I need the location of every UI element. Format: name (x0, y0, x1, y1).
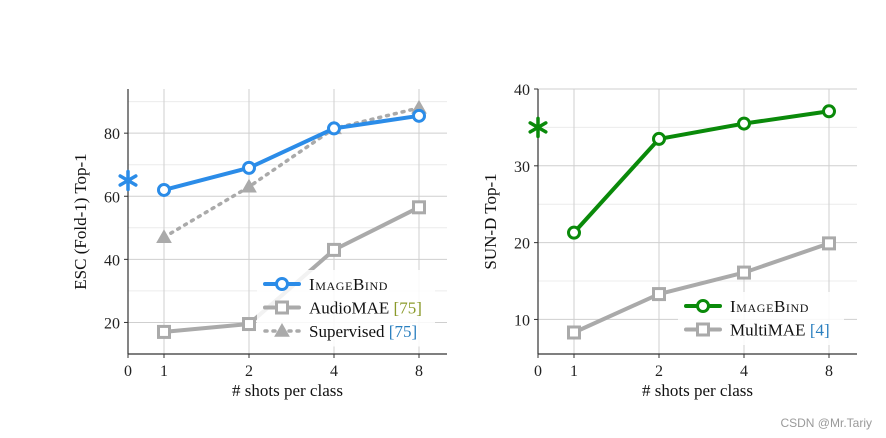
legend: ImageBind AudioMAE [75] Supervised [75] (257, 270, 435, 347)
data-point-audiomae (242, 317, 256, 332)
data-point-imagebind (242, 160, 256, 175)
y-tick-label: 80 (104, 126, 120, 143)
x-tick-label: 0 (124, 363, 132, 380)
x-tick-label: 4 (740, 363, 748, 380)
data-point-supervised (241, 178, 257, 193)
watermark-text: CSDN @Mr.Tariy (780, 416, 872, 430)
x-tick-label: 2 (245, 363, 253, 380)
data-point-supervised (156, 229, 172, 244)
y-axis-title: ESC (Fold-1) Top-1 (71, 153, 90, 289)
y-tick-label: 40 (104, 252, 120, 269)
x-tick-label: 4 (330, 363, 338, 380)
series-line-multimae (572, 241, 831, 335)
x-axis-title: # shots per class (232, 381, 343, 400)
y-axis-title: SUN-D Top-1 (481, 173, 500, 269)
y-tick-label: 30 (514, 159, 530, 176)
series-line-imagebind (162, 113, 421, 192)
legend-marker (696, 299, 710, 313)
zero-shot-star-icon (528, 116, 548, 139)
data-point-imagebind (737, 116, 751, 131)
legend-label-multimae: MultiMAE [4] (730, 321, 830, 340)
data-point-multimae (652, 287, 666, 302)
y-tick-label: 60 (104, 189, 120, 206)
data-point-audiomae (412, 200, 426, 215)
legend-marker (275, 277, 289, 291)
series-line-imagebind (572, 109, 831, 235)
x-tick-label: 8 (415, 363, 423, 380)
chart-panel-2: 10 20 30 40 0 1 2 4 8 # shots per class SUN-D Top-… (481, 82, 857, 400)
data-point-audiomae (327, 242, 341, 257)
zero-shot-star-icon (118, 169, 138, 192)
legend-label-imagebind: ImageBind (730, 297, 809, 316)
data-point-audiomae (157, 324, 171, 339)
data-point-imagebind (412, 108, 426, 123)
data-point-multimae (567, 325, 581, 340)
x-tick-label: 2 (655, 363, 663, 380)
legend-marker (275, 300, 289, 315)
legend-marker (696, 322, 710, 337)
data-point-imagebind (822, 104, 836, 119)
data-point-imagebind (327, 121, 341, 136)
legend-label-imagebind: ImageBind (309, 275, 388, 294)
x-tick-label: 0 (534, 363, 542, 380)
y-tick-label: 10 (514, 312, 530, 329)
y-tick-label: 20 (514, 236, 530, 253)
legend-label-supervised: Supervised [75] (309, 322, 417, 341)
legend: ImageBind MultiMAE [4] (678, 292, 844, 345)
data-point-imagebind (567, 225, 581, 240)
x-axis-title: # shots per class (642, 381, 753, 400)
data-point-multimae (822, 236, 836, 251)
y-tick-label: 40 (514, 82, 530, 99)
series-line-supervised (162, 106, 421, 240)
chart-panel-1: 20 40 60 80 0 1 2 4 8 # shots per class ESC (Fold-… (71, 89, 447, 400)
data-point-imagebind (652, 131, 666, 146)
x-tick-label: 1 (570, 363, 578, 380)
x-tick-label: 1 (160, 363, 168, 380)
data-point-imagebind (157, 182, 171, 197)
x-tick-label: 8 (825, 363, 833, 380)
legend-marker (274, 322, 290, 337)
legend-label-audiomae: AudioMAE [75] (309, 299, 422, 318)
data-point-multimae (737, 265, 751, 280)
y-tick-label: 20 (104, 315, 120, 332)
